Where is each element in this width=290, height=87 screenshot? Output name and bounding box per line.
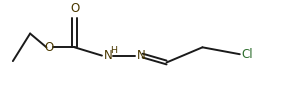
Text: Cl: Cl: [242, 48, 253, 61]
Text: H: H: [110, 46, 117, 56]
Text: N: N: [104, 49, 113, 62]
Text: O: O: [70, 2, 79, 15]
Text: O: O: [44, 41, 53, 54]
Text: N: N: [137, 49, 146, 62]
